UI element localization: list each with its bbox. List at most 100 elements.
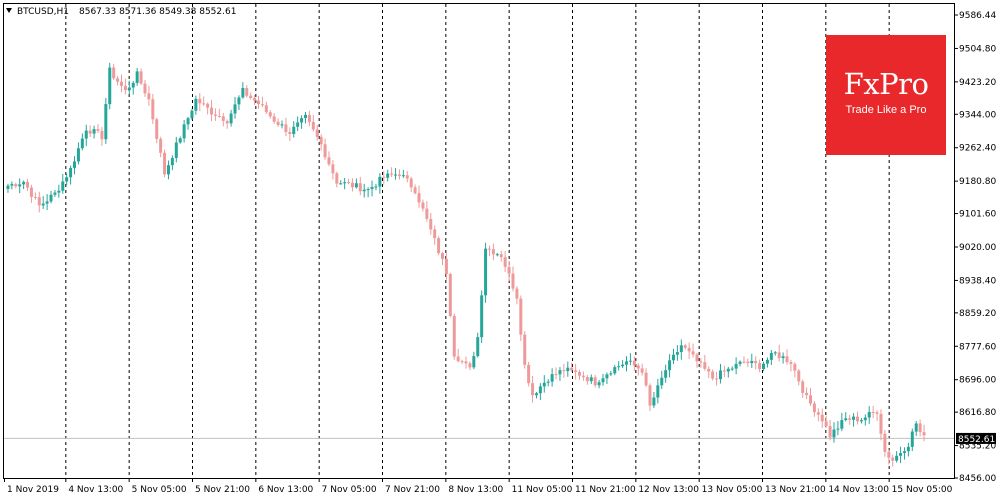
candle-body bbox=[534, 393, 538, 396]
candle bbox=[476, 332, 480, 358]
candle bbox=[531, 375, 535, 403]
candle-body bbox=[409, 178, 413, 188]
candle-body bbox=[257, 100, 261, 105]
candle bbox=[840, 412, 844, 432]
candle bbox=[339, 180, 343, 185]
candle-body bbox=[76, 148, 80, 162]
candle-body bbox=[558, 370, 562, 375]
candle bbox=[922, 424, 926, 442]
y-tick-label: 9101.60 bbox=[959, 210, 996, 220]
x-tick-label: 14 Nov 13:00 bbox=[828, 485, 889, 495]
candle-body bbox=[758, 363, 762, 370]
candle-body bbox=[421, 202, 425, 209]
candle-body bbox=[895, 455, 899, 461]
candle-body bbox=[593, 377, 597, 386]
candle-body bbox=[73, 161, 77, 168]
candle bbox=[484, 242, 488, 303]
candle bbox=[135, 67, 139, 86]
candle-body bbox=[217, 115, 221, 117]
candle-body bbox=[605, 374, 609, 379]
x-tick-label: 5 Nov 05:00 bbox=[132, 485, 187, 495]
candle-body bbox=[135, 71, 139, 83]
candle bbox=[867, 406, 871, 424]
candle-body bbox=[781, 356, 785, 359]
candle bbox=[824, 415, 828, 428]
dropdown-triangle-icon[interactable] bbox=[6, 8, 12, 13]
candle bbox=[57, 184, 61, 198]
candle-body bbox=[636, 365, 640, 369]
candle-body bbox=[41, 203, 45, 206]
candle-body bbox=[581, 375, 585, 378]
candle bbox=[354, 178, 358, 189]
current-price-marker: 8552.61 bbox=[956, 432, 996, 445]
candle bbox=[421, 199, 425, 212]
candle-body bbox=[487, 248, 491, 250]
y-tick-label: 9423.20 bbox=[959, 78, 996, 88]
candle bbox=[762, 361, 766, 372]
candle-body bbox=[382, 176, 386, 178]
candle bbox=[315, 124, 319, 141]
candle-body bbox=[300, 118, 304, 123]
candle bbox=[284, 117, 288, 137]
candle bbox=[519, 295, 523, 342]
candle-body bbox=[425, 208, 429, 219]
candle-body bbox=[777, 352, 781, 359]
candle bbox=[597, 379, 601, 389]
candle-body bbox=[417, 193, 421, 203]
candle-body bbox=[437, 238, 441, 254]
candle bbox=[170, 155, 174, 171]
candle bbox=[198, 93, 202, 111]
candle bbox=[675, 345, 679, 361]
candle bbox=[366, 187, 370, 198]
candle bbox=[210, 99, 214, 122]
candle-body bbox=[789, 362, 793, 364]
candle bbox=[715, 371, 719, 386]
candle-body bbox=[151, 99, 155, 120]
candle-body bbox=[386, 173, 390, 178]
candle bbox=[511, 266, 515, 292]
candle bbox=[335, 171, 339, 188]
candle bbox=[300, 115, 304, 129]
candle-body bbox=[260, 104, 264, 106]
candle bbox=[809, 387, 813, 406]
candle bbox=[875, 410, 879, 421]
candle-body bbox=[49, 194, 53, 202]
candle-body bbox=[675, 352, 679, 355]
candle-body bbox=[863, 417, 867, 421]
x-tick-label: 12 Nov 13:00 bbox=[638, 485, 699, 495]
candle bbox=[703, 354, 707, 371]
candle bbox=[84, 124, 88, 147]
candle bbox=[358, 176, 362, 196]
candle bbox=[707, 366, 711, 379]
candle-body bbox=[628, 360, 632, 362]
candle-body bbox=[311, 121, 315, 130]
candle-body bbox=[84, 130, 88, 139]
candle-body bbox=[656, 385, 660, 398]
candle bbox=[166, 160, 170, 180]
y-tick-label: 8777.60 bbox=[959, 342, 996, 352]
candle-body bbox=[891, 457, 895, 461]
candle-body bbox=[671, 354, 675, 361]
candle-body bbox=[879, 413, 883, 434]
candle bbox=[683, 344, 687, 350]
candle-body bbox=[163, 152, 167, 175]
candle bbox=[554, 367, 558, 380]
candle-body bbox=[319, 136, 323, 145]
candle bbox=[660, 370, 664, 389]
candle bbox=[656, 378, 660, 404]
candle-body bbox=[100, 130, 104, 140]
candle bbox=[691, 343, 695, 358]
candle bbox=[887, 449, 891, 465]
candle bbox=[617, 361, 621, 371]
candle bbox=[292, 121, 296, 138]
candle-body bbox=[750, 360, 754, 364]
candle bbox=[268, 110, 272, 119]
candle bbox=[362, 183, 366, 198]
candle bbox=[546, 379, 550, 387]
candle-body bbox=[18, 184, 22, 187]
candle bbox=[413, 184, 417, 195]
candle-body bbox=[871, 412, 875, 414]
candle bbox=[397, 169, 401, 180]
candle-body bbox=[805, 392, 809, 396]
